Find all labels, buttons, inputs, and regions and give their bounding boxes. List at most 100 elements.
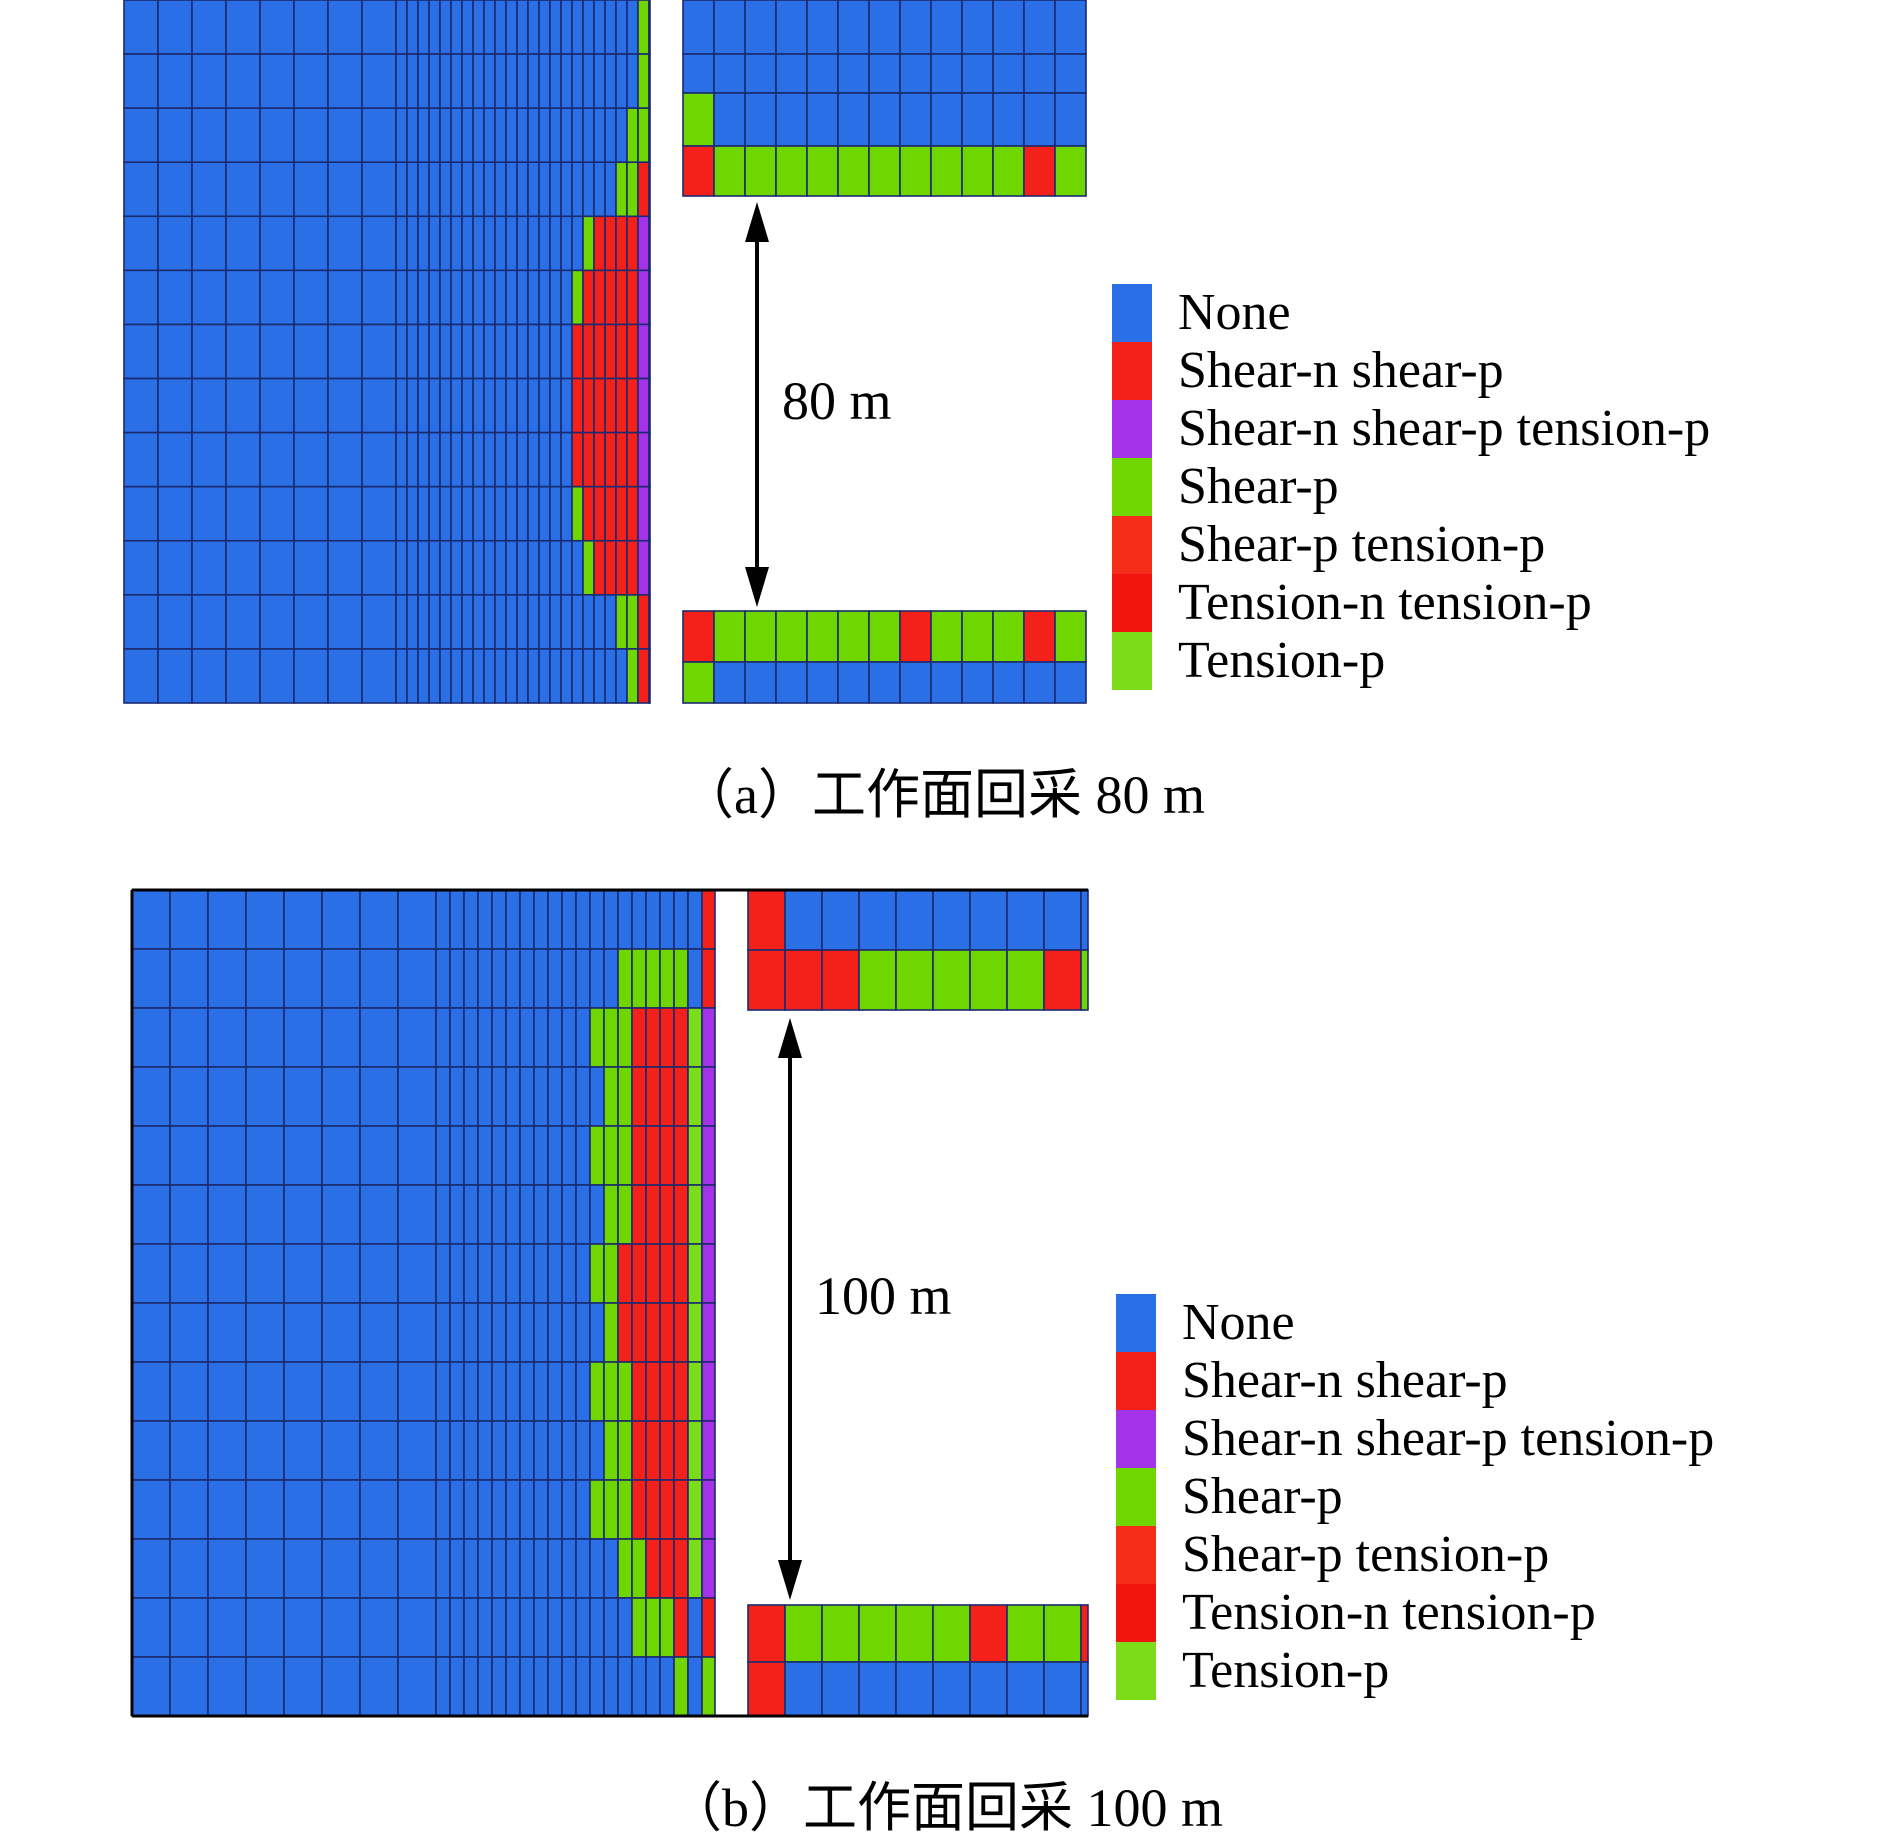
mesh-cell [157, 594, 193, 650]
mesh-cell [435, 1302, 451, 1363]
mesh-cell [283, 1538, 323, 1599]
mesh-cell [519, 1420, 535, 1481]
mesh-cell [449, 1656, 465, 1717]
mesh-cell [435, 1479, 451, 1540]
mesh-cell [406, 648, 419, 704]
mesh-cell [397, 1361, 437, 1422]
mesh-cell [603, 948, 619, 1009]
mesh-cell [359, 1066, 399, 1127]
mesh-cell [494, 161, 507, 218]
mesh-cell [207, 889, 247, 950]
mesh-cell [645, 1361, 661, 1422]
mesh-cell [439, 485, 452, 542]
mesh-cell [245, 948, 285, 1009]
mesh-cell [123, 323, 159, 380]
mesh-cell [131, 1184, 171, 1245]
mesh-cell [687, 1656, 703, 1717]
mesh-cell [321, 1361, 361, 1422]
mesh-cell [293, 161, 329, 218]
mesh-cell [477, 1066, 493, 1127]
mesh-cell [225, 269, 261, 326]
mesh-cell [645, 1125, 661, 1186]
mesh-cell [648, 0, 651, 55]
mesh-cell [327, 594, 363, 650]
roof-cell [747, 949, 786, 1011]
mesh-cell [477, 1125, 493, 1186]
mesh-cell [603, 1361, 619, 1422]
mesh-cell [637, 53, 650, 109]
mesh-cell [648, 485, 651, 542]
mesh-cell [207, 1066, 247, 1127]
roof-cell [806, 92, 839, 147]
mesh-cell [687, 1420, 703, 1481]
mesh-cell [659, 1479, 675, 1540]
roof-cell [821, 949, 860, 1011]
roof-cell [775, 145, 808, 197]
mesh-cell [527, 269, 540, 326]
mesh-cell [617, 1597, 633, 1658]
mesh-cell [547, 1479, 563, 1540]
floor-cell [713, 661, 746, 704]
mesh-cell [593, 485, 606, 542]
mesh-cell [603, 1007, 619, 1068]
mesh-cell [245, 1007, 285, 1068]
mesh-cell [463, 1361, 479, 1422]
mesh-cell [361, 161, 397, 218]
mesh-cell [477, 1361, 493, 1422]
mesh-cell [631, 1066, 647, 1127]
mesh-cell [449, 1361, 465, 1422]
mesh-cell [169, 1007, 209, 1068]
mesh-cell [519, 889, 535, 950]
mesh-cell [131, 1597, 171, 1658]
mesh-cell [547, 1420, 563, 1481]
mesh-cell [169, 1243, 209, 1304]
mesh-cell [560, 215, 573, 272]
mesh-cell [225, 594, 261, 650]
mesh-cell [245, 1125, 285, 1186]
mesh-cell [321, 1656, 361, 1717]
mesh-cell [519, 1007, 535, 1068]
roof-cell [682, 53, 715, 94]
mesh-cell [450, 485, 463, 542]
mesh-cell [450, 215, 463, 272]
mesh-cell [406, 323, 419, 380]
mesh-cell [321, 1125, 361, 1186]
mesh-cell [450, 323, 463, 380]
mesh-cell [648, 161, 651, 218]
mesh-cell [472, 323, 485, 380]
floor-cell [784, 1661, 823, 1717]
mesh-cell [560, 485, 573, 542]
mesh-cell [191, 107, 227, 164]
mesh-cell [397, 889, 437, 950]
mesh-cell [359, 1597, 399, 1658]
mesh-cell [617, 1302, 633, 1363]
mesh-cell [533, 1243, 549, 1304]
roof-cell [899, 145, 932, 197]
mesh-cell [615, 648, 628, 704]
mesh-cell [527, 648, 540, 704]
mesh-cell [519, 1597, 535, 1658]
mesh-cell [123, 0, 159, 55]
mesh-cell [461, 269, 474, 326]
mesh-cell [505, 323, 518, 380]
mesh-cell [527, 539, 540, 596]
mesh-cell [157, 215, 193, 272]
roof-cell [895, 949, 934, 1011]
roof-cell [992, 92, 1025, 147]
mesh-cell [494, 485, 507, 542]
mesh-cell [494, 539, 507, 596]
mesh-cell [593, 431, 606, 488]
mesh-cell [491, 1302, 507, 1363]
mesh-cell [450, 648, 463, 704]
mesh-cell [582, 107, 595, 164]
legend-swatch [1112, 342, 1152, 400]
mesh-cell [245, 1479, 285, 1540]
mesh-cell [617, 1125, 633, 1186]
mesh-cell [491, 1597, 507, 1658]
mesh-cell [463, 1007, 479, 1068]
legend-swatch [1116, 1526, 1156, 1584]
legend-label: Shear-n shear-p tension-p [1178, 400, 1711, 457]
mesh-cell [417, 53, 430, 109]
mesh-cell [505, 269, 518, 326]
floor-cell [1054, 610, 1087, 663]
